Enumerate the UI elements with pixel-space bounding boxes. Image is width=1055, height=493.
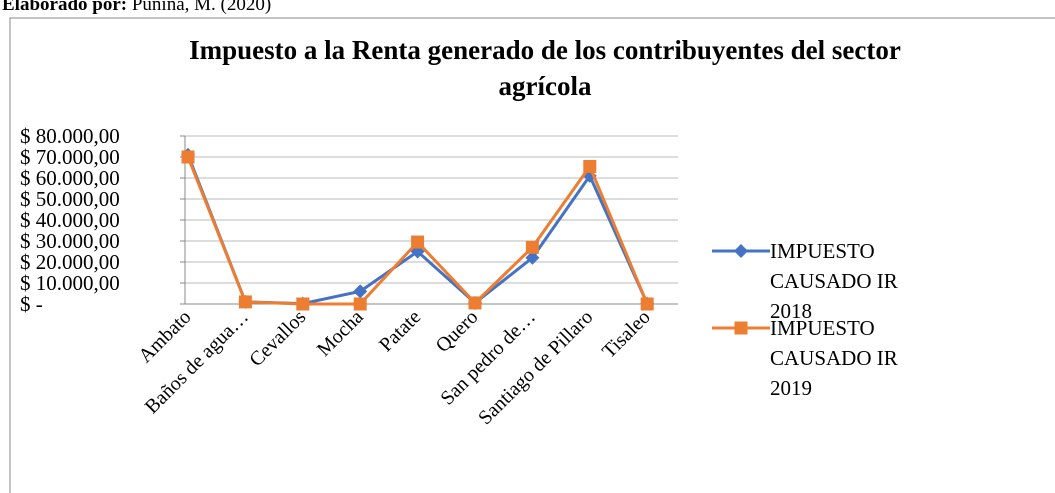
caption-text: Punina, M. (2020) [131,0,272,15]
series-line [186,156,649,306]
y-tick-label: $ 20.000,00 [20,250,120,274]
y-tick-label: $ 60.000,00 [20,166,120,190]
marker [468,296,482,310]
marker [583,159,597,173]
y-tick-label: $ 80.000,00 [20,124,120,148]
marker [525,240,539,254]
x-tick-label: Baños de agua… [141,306,253,418]
chart-title: Impuesto a la Renta generado de los cont… [189,35,901,101]
marker [296,297,310,311]
legend-label: IMPUESTO CAUSADO IR 2019 [770,316,898,400]
y-tick-label: $ 70.000,00 [20,145,120,169]
marker [411,235,425,249]
caption-label: Elaborado por: [2,0,128,15]
y-tick-label: $ 10.000,00 [20,271,120,295]
marker [640,297,654,311]
marker [734,321,748,335]
marker [525,250,540,265]
y-tick-label: $ 50.000,00 [20,187,120,211]
x-tick-label: Patate [375,306,425,356]
y-tick-label: $ - [20,292,43,316]
marker [353,297,367,311]
series-line [186,154,649,306]
marker [353,284,368,299]
marker [734,244,748,258]
x-tick-label: Mocha [313,306,368,361]
legend-label: IMPUESTO CAUSADO IR 2018 [770,239,898,323]
x-tick-label: Tisaleo [598,306,655,363]
chart-frame [9,17,1055,493]
marker [238,295,252,309]
marker [181,150,195,164]
x-tick-label: Cevallos [245,306,310,371]
caption: Elaborado por: Punina, M. (2020) [2,0,271,16]
y-tick-label: $ 30.000,00 [20,229,120,253]
y-tick-label: $ 40.000,00 [20,208,120,232]
x-tick-label: Quero [432,306,483,357]
